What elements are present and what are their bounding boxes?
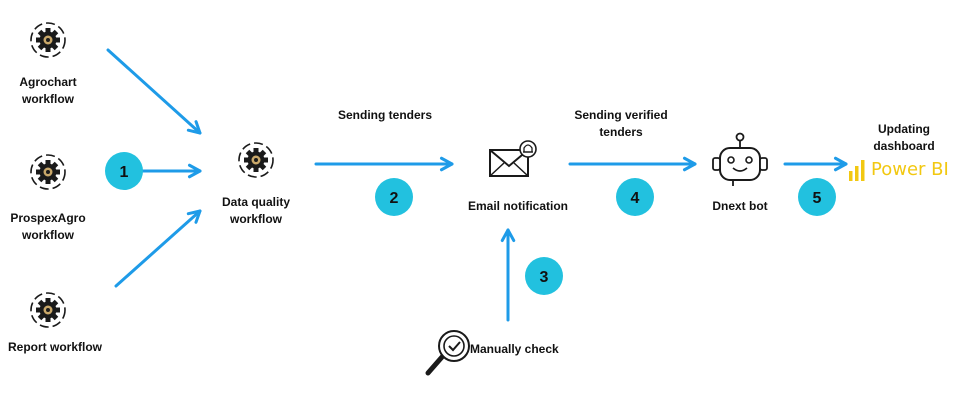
- arrow-email-to-bot: [568, 156, 697, 172]
- step-number: 3: [540, 269, 549, 286]
- sending-verified-tenders-label: Sending verified tenders: [574, 108, 668, 139]
- arrow-prospexagro-to-dataquality: [138, 163, 202, 179]
- gear-icon: [238, 142, 274, 178]
- robot-icon: [712, 132, 768, 186]
- email-bell-icon: [489, 140, 537, 177]
- report-workflow-label: Report workflow: [7, 340, 102, 354]
- agrochart-workflow-label: Agrochart workflow: [19, 75, 77, 106]
- arrow-report-to-dataquality: [114, 209, 202, 288]
- arrow-manual-to-email: [500, 228, 516, 322]
- step-badge-2: 2: [375, 178, 413, 216]
- step-badge-5: 5: [798, 178, 836, 216]
- step-number: 4: [631, 190, 640, 207]
- step-badge-4: 4: [616, 178, 654, 216]
- sending-tenders-label: Sending tenders: [337, 108, 432, 122]
- powerbi-icon: [849, 160, 865, 181]
- gear-icon: [30, 22, 66, 58]
- arrow-dataquality-to-email: [314, 156, 454, 172]
- step-badge-3: 3: [525, 257, 563, 295]
- step-badge-1: 1: [105, 152, 143, 190]
- gear-icon: [30, 154, 66, 190]
- dnext-bot-label: Dnext bot: [712, 199, 768, 213]
- powerbi-label: Power BI: [871, 159, 949, 180]
- arrows-layer: [106, 48, 848, 322]
- step-badges: 1 2 3 4 5: [105, 152, 836, 295]
- email-notification-label: Email notification: [467, 199, 568, 213]
- step-number: 1: [120, 164, 129, 181]
- magnifier-check-icon: [425, 330, 470, 376]
- arrow-bot-to-powerbi: [783, 156, 848, 172]
- step-number: 5: [813, 190, 822, 207]
- data-quality-workflow-label: Data quality workflow: [221, 195, 290, 226]
- arrow-agrochart-to-dataquality: [106, 48, 202, 135]
- gear-icon: [30, 292, 66, 328]
- updating-dashboard-label: Updating dashboard: [873, 122, 935, 153]
- step-number: 2: [390, 190, 399, 207]
- prospexagro-workflow-label: ProspexAgro workflow: [10, 211, 86, 242]
- manually-check-label: Manually check: [470, 342, 559, 356]
